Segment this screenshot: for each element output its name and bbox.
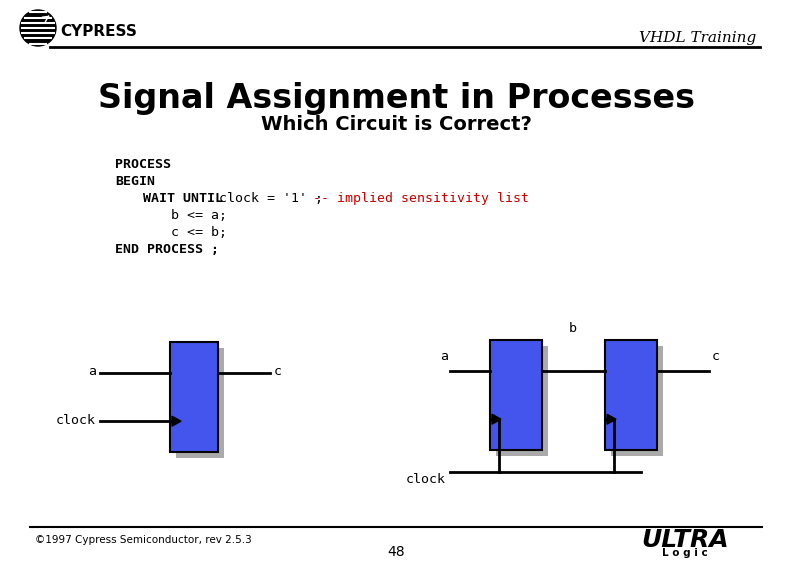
Text: ©1997 Cypress Semiconductor, rev 2.5.3: ©1997 Cypress Semiconductor, rev 2.5.3 — [35, 535, 252, 545]
Text: clock: clock — [56, 414, 96, 427]
Bar — [605, 340, 657, 450]
Polygon shape — [607, 414, 616, 424]
Text: -- implied sensitivity list: -- implied sensitivity list — [313, 192, 529, 205]
Text: clock: clock — [406, 473, 446, 486]
Bar — [170, 342, 218, 452]
Text: clock = '1' ;: clock = '1' ; — [211, 192, 331, 205]
Circle shape — [20, 10, 56, 46]
Text: b: b — [569, 322, 577, 335]
Text: BEGIN: BEGIN — [115, 175, 155, 188]
Text: Signal Assignment in Processes: Signal Assignment in Processes — [97, 82, 695, 115]
Bar — [496, 346, 548, 456]
Polygon shape — [172, 416, 181, 426]
Bar — [611, 346, 663, 456]
Text: a: a — [440, 350, 448, 363]
Text: 48: 48 — [387, 545, 405, 559]
Text: b <= a;: b <= a; — [171, 209, 227, 222]
Text: CYPRESS: CYPRESS — [60, 24, 137, 39]
Text: PROCESS: PROCESS — [115, 158, 171, 171]
Text: END PROCESS ;: END PROCESS ; — [115, 243, 219, 256]
Bar — [176, 348, 224, 458]
Text: c: c — [274, 365, 282, 378]
Text: c: c — [712, 350, 720, 363]
Text: VHDL Training: VHDL Training — [639, 31, 756, 45]
Bar — [490, 340, 542, 450]
Polygon shape — [492, 414, 501, 424]
Text: ULTRA: ULTRA — [642, 528, 729, 552]
Text: L o g i c: L o g i c — [662, 548, 708, 558]
Text: Which Circuit is Correct?: Which Circuit is Correct? — [261, 115, 531, 134]
Text: a: a — [88, 365, 96, 378]
Text: c <= b;: c <= b; — [171, 226, 227, 239]
Text: WAIT UNTIL: WAIT UNTIL — [143, 192, 223, 205]
